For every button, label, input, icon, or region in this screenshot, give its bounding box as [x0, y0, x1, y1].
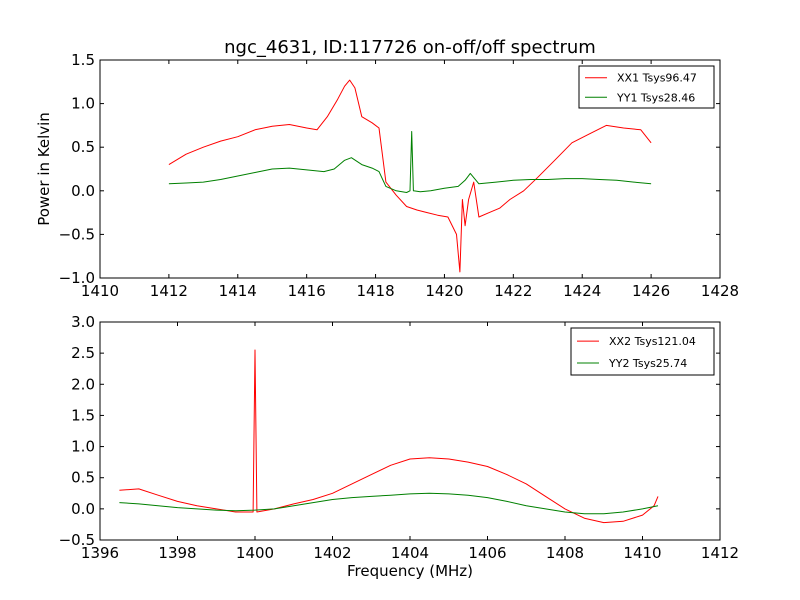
top-panel: 1410 1412 1414 1416 1418 1420 1422 1424 1426 1428… — [35, 51, 739, 300]
top-panel-y-ticks: −1.0 −0.5 0.0 0.5 1.0 1.5 — [59, 51, 720, 287]
top-panel-legend: XX1 Tsys96.47 YY1 Tsys28.46 — [578, 65, 715, 109]
x-tick-label: 1400 — [236, 544, 274, 562]
x-tick-label: 1414 — [219, 282, 257, 300]
y-tick-label: 1.0 — [71, 95, 95, 113]
top-panel-frame — [99, 59, 721, 279]
x-tick-label: 1428 — [701, 282, 739, 300]
x-tick-label: 1412 — [150, 282, 188, 300]
series-line-1 — [119, 349, 659, 524]
x-tick-label: 1418 — [356, 282, 394, 300]
legend-label: XX2 Tsys121.04 — [609, 335, 696, 348]
legend-label: YY1 Tsys28.46 — [616, 91, 695, 104]
series-line-2 — [168, 131, 652, 193]
y-tick-label: 0.5 — [71, 138, 95, 156]
x-tick-label: 1402 — [313, 544, 351, 562]
x-tick-label: 1416 — [288, 282, 326, 300]
series-line-2 — [119, 492, 659, 515]
x-tick-label: 1412 — [701, 544, 739, 562]
y-tick-label: 3.0 — [71, 313, 95, 331]
x-tick-label: 1424 — [563, 282, 601, 300]
x-tick-label: 1396 — [81, 544, 119, 562]
y-tick-label: 1.5 — [71, 406, 95, 424]
top-panel-ylabel: Power in Kelvin — [35, 112, 53, 226]
x-tick-label: 1420 — [425, 282, 463, 300]
x-tick-label: 1410 — [623, 544, 661, 562]
y-tick-label: 2.5 — [71, 344, 95, 362]
legend-label: YY2 Tsys25.74 — [608, 357, 687, 370]
x-tick-label: 1422 — [494, 282, 532, 300]
y-tick-label: 2.0 — [71, 375, 95, 393]
x-tick-label: 1410 — [81, 282, 119, 300]
bottom-panel-legend: XX2 Tsys121.04 YY2 Tsys25.74 — [570, 327, 715, 376]
x-tick-label: 1398 — [158, 544, 196, 562]
x-tick-label: 1408 — [546, 544, 584, 562]
y-tick-label: 1.5 — [71, 51, 95, 69]
y-tick-label: −0.5 — [59, 225, 95, 243]
bottom-panel-y-ticks: −0.5 0.0 0.5 1.0 1.5 2.0 2.5 3.0 — [59, 313, 720, 549]
bottom-panel-x-ticks: 1396 1398 1400 1402 1404 1406 1408 1410 1412 — [81, 322, 739, 562]
y-tick-label: −0.5 — [59, 531, 95, 549]
x-tick-label: 1426 — [632, 282, 670, 300]
top-panel-lines — [168, 79, 652, 273]
x-tick-label: 1404 — [391, 544, 429, 562]
bottom-panel: 1396 1398 1400 1402 1404 1406 1408 1410 1412 −0.… — [59, 313, 740, 580]
bottom-panel-xlabel: Frequency (MHz) — [347, 562, 473, 580]
legend-box — [578, 65, 715, 109]
y-tick-label: 0.0 — [71, 500, 95, 518]
y-tick-label: 0.5 — [71, 469, 95, 487]
legend-box — [570, 327, 715, 376]
y-tick-label: −1.0 — [59, 269, 95, 287]
x-tick-label: 1406 — [468, 544, 506, 562]
y-tick-label: 0.0 — [71, 182, 95, 200]
legend-label: XX1 Tsys96.47 — [617, 72, 697, 85]
y-tick-label: 1.0 — [71, 438, 95, 456]
figure-title: ngc_4631, ID:117726 on-off/off spectrum — [224, 37, 596, 58]
top-panel-x-ticks: 1410 1412 1414 1416 1418 1420 1422 1424 1426 1428 — [81, 60, 739, 300]
bottom-panel-lines — [119, 349, 659, 524]
